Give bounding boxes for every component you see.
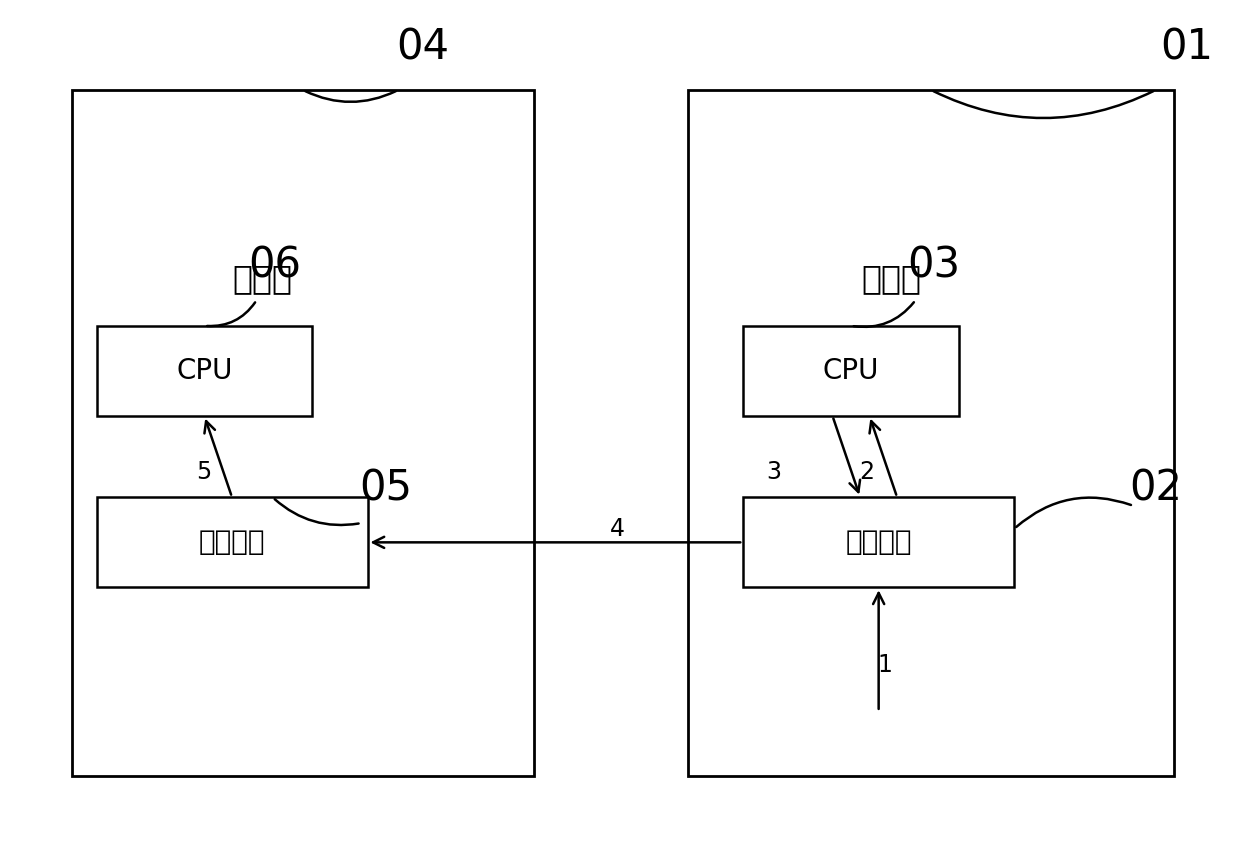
Text: 交换芯片: 交换芯片 — [846, 528, 911, 556]
Text: 交换芯片: 交换芯片 — [198, 528, 265, 556]
Text: 4: 4 — [610, 517, 625, 541]
Text: 03: 03 — [908, 245, 961, 287]
Text: 主设备: 主设备 — [233, 262, 293, 295]
Text: 02: 02 — [1130, 468, 1182, 510]
Bar — [688, 90, 1174, 776]
Text: CPU: CPU — [823, 357, 879, 385]
Text: 01: 01 — [1161, 26, 1213, 68]
Bar — [743, 326, 959, 416]
Text: 3: 3 — [766, 460, 781, 483]
Text: 05: 05 — [360, 468, 413, 510]
Text: 2: 2 — [859, 460, 874, 483]
Bar — [743, 497, 1014, 587]
Bar — [72, 90, 533, 776]
Bar — [97, 326, 312, 416]
Text: 04: 04 — [397, 26, 449, 68]
Text: 1: 1 — [878, 653, 893, 676]
Bar — [97, 497, 367, 587]
Text: 从设备: 从设备 — [861, 262, 921, 295]
Text: CPU: CPU — [176, 357, 232, 385]
Text: 06: 06 — [249, 245, 301, 287]
Text: 5: 5 — [196, 460, 211, 483]
